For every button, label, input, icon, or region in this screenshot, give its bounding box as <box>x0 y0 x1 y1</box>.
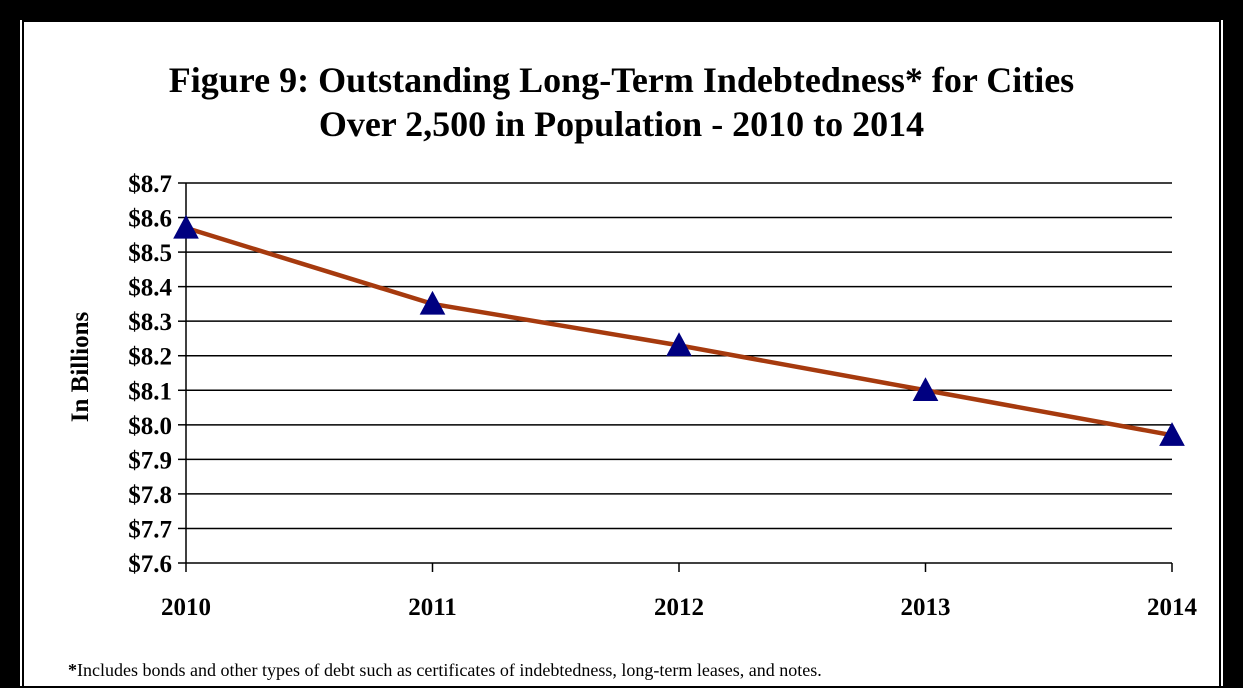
y-axis-label: In Billions <box>67 311 94 422</box>
x-tick-label: 2013 <box>901 594 951 621</box>
data-point-marker-2012 <box>666 332 692 357</box>
y-tick-label: $7.8 <box>128 482 172 509</box>
series-line <box>185 225 1173 438</box>
y-tick-label: $8.7 <box>128 171 172 198</box>
y-tick-label: $8.2 <box>128 344 172 371</box>
x-tick-label: 2012 <box>654 594 704 621</box>
chart-frame-inner <box>22 20 1221 686</box>
y-tick-label: $7.7 <box>128 516 172 543</box>
series-line-path <box>185 225 1173 438</box>
chart-title-line-2: Over 2,500 in Population - 2010 to 2014 <box>318 104 925 144</box>
y-tick-label: $8.5 <box>128 240 172 267</box>
x-tick-labels: 2010 2011 2012 2013 2014 <box>161 594 1198 621</box>
data-point-marker-2011 <box>419 290 446 315</box>
footnote-text: Includes bonds and other types of debt s… <box>77 660 822 680</box>
y-tick-label: $8.3 <box>128 309 172 336</box>
y-tick-label: $8.0 <box>128 413 172 440</box>
y-tick-label: $8.6 <box>128 206 172 233</box>
data-point-marker-2010 <box>173 214 199 239</box>
data-point-marker-2013 <box>912 377 939 401</box>
chart-title-line-1: Figure 9: Outstanding Long-Term Indebted… <box>168 60 1075 100</box>
y-tick-labels: $7.6 $7.7 $7.8 $7.9 $8.0 $8.1 $8.2 $8.3 $8.4 $8.5… <box>128 171 172 578</box>
y-tick-label: $7.9 <box>128 447 172 474</box>
series-markers <box>173 214 1185 446</box>
x-tick-label: 2010 <box>161 594 211 621</box>
y-tick-label: $8.1 <box>128 378 172 405</box>
axes <box>178 182 1173 572</box>
gridlines <box>186 182 1172 530</box>
y-tick-label: $8.4 <box>128 275 172 302</box>
footnote-star: * <box>68 660 77 680</box>
x-tick-label: 2011 <box>408 594 457 621</box>
y-tick-label: $7.6 <box>128 551 172 578</box>
footnote: *Includes bonds and other types of debt … <box>68 660 822 681</box>
x-tick-label: 2014 <box>1147 594 1198 621</box>
data-point-marker-2014 <box>1159 422 1185 446</box>
